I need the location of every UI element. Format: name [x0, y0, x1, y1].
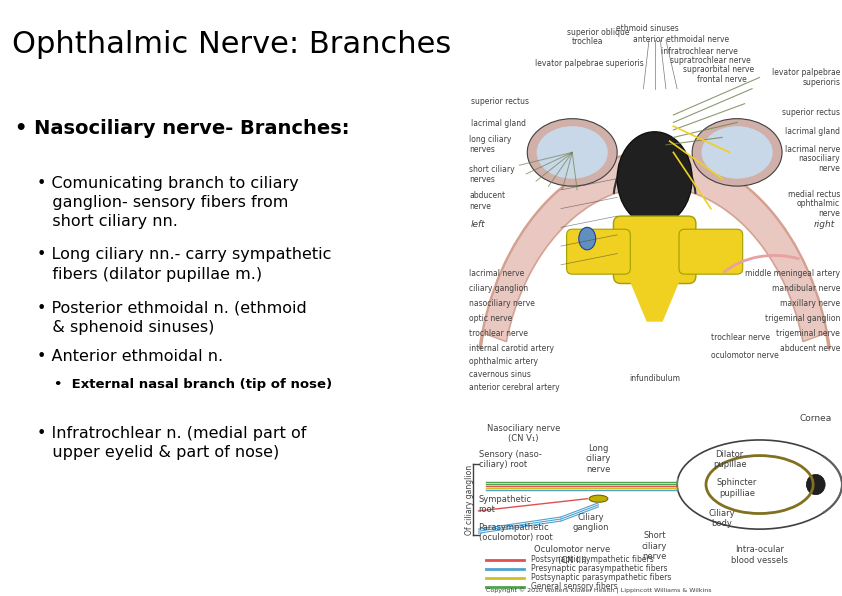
Text: mandibular nerve: mandibular nerve — [772, 284, 840, 293]
Text: right: right — [813, 221, 834, 229]
Text: • Nasociliary nerve- Branches:: • Nasociliary nerve- Branches: — [14, 119, 349, 138]
Text: infundibulum: infundibulum — [629, 374, 680, 383]
Ellipse shape — [527, 119, 617, 186]
Ellipse shape — [807, 474, 825, 495]
Text: Long
ciliary
nerve: Long ciliary nerve — [586, 444, 611, 474]
Text: frontal nerve: frontal nerve — [697, 75, 747, 84]
Text: superior oblique: superior oblique — [568, 28, 630, 37]
Text: supraorbital nerve: supraorbital nerve — [683, 66, 754, 74]
Text: lacrimal nerve: lacrimal nerve — [785, 145, 840, 154]
Text: internal carotid artery: internal carotid artery — [469, 344, 554, 353]
Text: Of ciliary ganglion: Of ciliary ganglion — [465, 465, 474, 535]
Ellipse shape — [536, 126, 608, 179]
Ellipse shape — [578, 227, 595, 250]
Ellipse shape — [617, 132, 692, 225]
Text: medial rectus: medial rectus — [788, 190, 840, 199]
Text: Ciliary
ganglion: Ciliary ganglion — [573, 513, 610, 532]
Text: lacrimal gland: lacrimal gland — [785, 127, 840, 136]
Text: Sphincter
pupilliae: Sphincter pupilliae — [717, 479, 757, 498]
Text: superior rectus: superior rectus — [471, 97, 529, 105]
Text: Oculomotor nerve
(CN III): Oculomotor nerve (CN III) — [534, 545, 610, 565]
Text: lacrimal nerve: lacrimal nerve — [469, 269, 525, 278]
Text: superior rectus: superior rectus — [782, 108, 840, 117]
Text: trochlear nerve: trochlear nerve — [711, 333, 770, 342]
Text: ophthalmic artery: ophthalmic artery — [469, 357, 538, 366]
Text: infratrochlear nerve: infratrochlear nerve — [661, 46, 738, 56]
Text: • Long ciliary nn.- carry sympathetic
   fibers (dilator pupillae m.): • Long ciliary nn.- carry sympathetic fi… — [37, 247, 331, 281]
Text: anterior ethmoidal nerve: anterior ethmoidal nerve — [633, 36, 729, 45]
Text: trochlea: trochlea — [572, 37, 603, 46]
Text: cavernous sinus: cavernous sinus — [469, 370, 531, 379]
Text: maxillary nerve: maxillary nerve — [780, 299, 840, 308]
Text: ethmoid sinuses: ethmoid sinuses — [616, 24, 679, 33]
Text: • Infratrochlear n. (medial part of
   upper eyelid & part of nose): • Infratrochlear n. (medial part of uppe… — [37, 426, 306, 460]
Text: Dilator
pupillae: Dilator pupillae — [713, 450, 746, 470]
Ellipse shape — [701, 126, 773, 179]
Polygon shape — [628, 276, 681, 321]
Text: General sensory fibers: General sensory fibers — [531, 582, 618, 591]
Text: trigeminal ganglion: trigeminal ganglion — [765, 314, 840, 323]
Text: abducent nerve: abducent nerve — [780, 344, 840, 353]
Text: Parasympathetic
(oculomotor) root: Parasympathetic (oculomotor) root — [478, 523, 552, 542]
Text: abducent
nerve: abducent nerve — [469, 191, 505, 210]
Text: trigeminal nerve: trigeminal nerve — [776, 329, 840, 338]
Text: •  External nasal branch (tip of nose): • External nasal branch (tip of nose) — [54, 378, 332, 392]
Text: supratrochlear nerve: supratrochlear nerve — [670, 56, 751, 65]
Text: Postsynaptic sympathetic fibers: Postsynaptic sympathetic fibers — [531, 555, 653, 564]
Text: Ophthalmic Nerve: Branches: Ophthalmic Nerve: Branches — [12, 30, 451, 59]
Text: lacrimal gland: lacrimal gland — [471, 119, 526, 128]
Text: optic nerve: optic nerve — [469, 314, 513, 323]
Text: long ciliary
nerves: long ciliary nerves — [469, 135, 512, 154]
Text: short ciliary
nerves: short ciliary nerves — [469, 165, 514, 184]
Text: levator palpebrae
superioris: levator palpebrae superioris — [772, 67, 840, 87]
Ellipse shape — [692, 119, 782, 186]
Text: Postsynaptic parasympathetic fibers: Postsynaptic parasympathetic fibers — [531, 573, 671, 582]
Text: Cornea: Cornea — [800, 414, 832, 423]
Text: • Posterior ethmoidal n. (ethmoid
   & sphenoid sinuses): • Posterior ethmoidal n. (ethmoid & sphe… — [37, 301, 306, 335]
Text: • Anterior ethmoidal n.: • Anterior ethmoidal n. — [37, 349, 223, 364]
FancyBboxPatch shape — [679, 229, 743, 274]
Text: Ciliary
body: Ciliary body — [709, 509, 735, 528]
Text: nasociliary
nerve: nasociliary nerve — [798, 154, 840, 173]
Text: Presynaptic parasympathetic fibers: Presynaptic parasympathetic fibers — [531, 564, 668, 573]
Polygon shape — [482, 153, 827, 342]
Text: • Comunicating branch to ciliary
   ganglion- sensory fibers from
   short cilia: • Comunicating branch to ciliary ganglio… — [37, 176, 298, 229]
Text: anterior cerebral artery: anterior cerebral artery — [469, 383, 560, 392]
Text: ophthalmic
nerve: ophthalmic nerve — [797, 198, 840, 218]
Text: ciliary ganglion: ciliary ganglion — [469, 284, 528, 293]
Text: Sympathetic
root: Sympathetic root — [478, 495, 531, 514]
Text: nasociliary nerve: nasociliary nerve — [469, 299, 535, 308]
Text: left: left — [471, 221, 486, 229]
Text: Sensory (naso-
ciliary) root: Sensory (naso- ciliary) root — [478, 450, 541, 470]
Text: Intra-ocular
blood vessels: Intra-ocular blood vessels — [731, 545, 788, 565]
Text: oculomotor nerve: oculomotor nerve — [711, 352, 779, 361]
Text: Short
ciliary
nerve: Short ciliary nerve — [642, 531, 668, 561]
Text: Copyright © 2010 Wolters Kluwer Health | Lippincott Williams & Wilkins: Copyright © 2010 Wolters Kluwer Health |… — [486, 588, 711, 594]
Text: levator palpebrae superioris: levator palpebrae superioris — [535, 59, 643, 68]
Ellipse shape — [589, 495, 608, 502]
Text: trochlear nerve: trochlear nerve — [469, 329, 528, 338]
Text: middle meningeal artery: middle meningeal artery — [745, 269, 840, 278]
FancyBboxPatch shape — [614, 216, 695, 284]
FancyBboxPatch shape — [567, 229, 631, 274]
Text: Nasociliary nerve
(CN V₁): Nasociliary nerve (CN V₁) — [487, 424, 560, 443]
